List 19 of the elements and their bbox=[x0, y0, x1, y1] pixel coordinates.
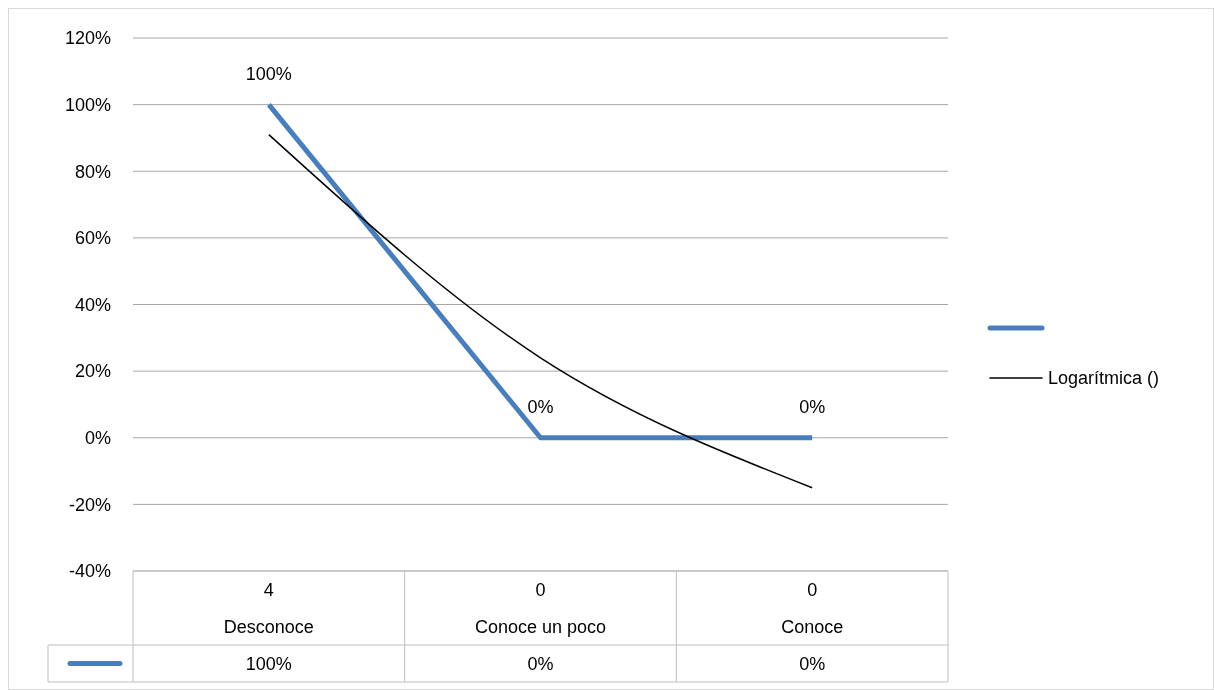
y-tick-label: -20% bbox=[68, 494, 111, 515]
text: 0% bbox=[799, 396, 826, 417]
text: 0% bbox=[527, 396, 554, 417]
y-tick-label: 120% bbox=[64, 28, 111, 49]
y-tick-label: 40% bbox=[74, 294, 111, 315]
y-tick-label: 100% bbox=[64, 94, 111, 115]
y-tick-label: 0% bbox=[84, 428, 111, 449]
y-tick-label: 20% bbox=[74, 361, 111, 382]
data-label: 0% bbox=[799, 653, 826, 674]
legend-label: Logarítmica () bbox=[1048, 368, 1160, 389]
data-label: 100% bbox=[245, 653, 292, 674]
x-tick-label: 4 Desconoce bbox=[223, 579, 314, 637]
data-label: 0% bbox=[527, 653, 554, 674]
y-tick-label: -40% bbox=[68, 561, 111, 582]
y-tick-label: 60% bbox=[74, 228, 111, 249]
x-tick-label: 0 Conoce bbox=[781, 579, 844, 637]
y-tick-label: 80% bbox=[74, 161, 111, 182]
x-tick-label: 0 Conoce un poco bbox=[474, 579, 607, 637]
text: 100% bbox=[245, 63, 292, 84]
